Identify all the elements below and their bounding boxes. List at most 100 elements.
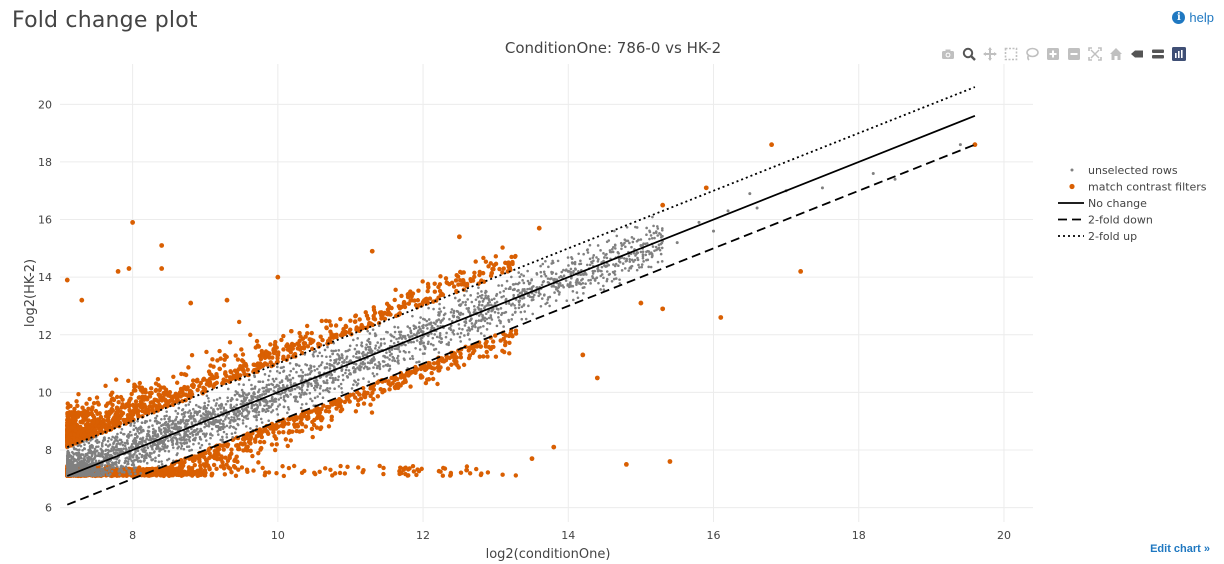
match-point	[445, 355, 450, 360]
unselected-point	[630, 245, 633, 249]
match-point	[510, 259, 515, 265]
unselected-point	[579, 259, 582, 263]
unselected-point	[189, 411, 193, 415]
unselected-point	[236, 417, 240, 421]
autoscale-icon[interactable]	[1087, 46, 1103, 62]
unselected-point	[654, 230, 658, 233]
match-point	[81, 427, 86, 432]
match-point	[245, 469, 250, 474]
match-point	[501, 266, 506, 271]
zoom-icon[interactable]	[961, 46, 977, 62]
unselected-point	[340, 391, 344, 394]
unselected-point	[110, 438, 113, 441]
unselected-point	[412, 327, 416, 331]
unselected-point	[279, 366, 283, 370]
unselected-point	[558, 281, 562, 285]
match-point	[505, 269, 510, 274]
unselected-point	[527, 304, 530, 308]
match-point	[149, 407, 155, 413]
match-point	[468, 277, 473, 282]
match-point	[456, 365, 461, 370]
unselected-point	[160, 417, 163, 421]
match-point	[69, 425, 75, 431]
match-point	[395, 385, 401, 391]
unselected-point	[580, 278, 583, 282]
unselected-point	[170, 430, 174, 434]
unselected-point	[497, 284, 500, 287]
unselected-point	[485, 317, 489, 321]
spike-lines-icon[interactable]	[1129, 46, 1145, 62]
unselected-point	[242, 392, 245, 396]
unselected-point	[110, 447, 113, 451]
unselected-point	[205, 406, 209, 410]
unselected-point	[316, 367, 319, 371]
box-select-icon[interactable]	[1003, 46, 1019, 62]
camera-icon[interactable]	[940, 46, 956, 62]
match-point	[174, 466, 179, 472]
match-point	[375, 394, 381, 399]
match-point	[239, 347, 244, 352]
match-point	[183, 372, 189, 378]
match-point	[103, 383, 108, 389]
unselected-point	[477, 314, 481, 317]
pan-icon[interactable]	[982, 46, 998, 62]
match-point	[120, 402, 125, 407]
unselected-point	[482, 324, 485, 328]
unselected-point	[209, 436, 212, 440]
match-point	[431, 361, 437, 366]
plotly-logo-icon[interactable]	[1171, 46, 1187, 62]
unselected-point	[636, 258, 640, 262]
match-point	[440, 473, 446, 478]
unselected-point	[574, 268, 577, 271]
unselected-point	[647, 265, 651, 269]
compare-hover-icon[interactable]	[1150, 46, 1166, 62]
unselected-point	[274, 377, 278, 381]
match-point	[118, 394, 124, 400]
match-point	[209, 471, 215, 476]
unselected-point	[169, 419, 172, 423]
match-point	[461, 270, 466, 275]
unselected-point	[336, 378, 340, 382]
match-point	[513, 473, 519, 478]
unselected-point	[205, 394, 209, 398]
unselected-point	[493, 310, 497, 314]
help-link[interactable]: i help	[1172, 10, 1214, 25]
match-point	[440, 292, 446, 297]
unselected-point	[470, 327, 474, 331]
lasso-select-icon[interactable]	[1024, 46, 1040, 62]
unselected-point	[480, 318, 483, 322]
unselected-point	[247, 378, 251, 382]
match-point	[236, 319, 242, 325]
zoom-in-icon[interactable]	[1045, 46, 1061, 62]
match-point	[361, 325, 366, 330]
match-point	[357, 392, 362, 397]
match-point	[438, 274, 443, 279]
unselected-point	[379, 344, 383, 347]
reset-axes-icon[interactable]	[1108, 46, 1124, 62]
match-point	[261, 439, 267, 445]
match-point	[367, 321, 372, 327]
match-point	[214, 371, 219, 377]
zoom-out-icon[interactable]	[1066, 46, 1082, 62]
unselected-point	[438, 302, 441, 306]
match-point	[169, 471, 175, 476]
match-point	[190, 378, 196, 383]
match-point	[486, 344, 492, 350]
unselected-point	[321, 396, 325, 400]
unselected-point	[158, 449, 161, 453]
match-point	[114, 394, 120, 400]
unselected-point	[185, 441, 188, 445]
match-point	[441, 359, 447, 364]
unselected-point	[442, 306, 446, 310]
match-point	[443, 276, 449, 281]
match-point	[251, 468, 256, 473]
match-point	[310, 419, 315, 425]
match-point	[268, 342, 273, 347]
match-point	[415, 298, 421, 303]
unselected-point	[293, 387, 297, 391]
match-point	[473, 259, 478, 264]
match-point	[458, 470, 464, 475]
match-point	[276, 430, 282, 435]
help-label: help	[1189, 10, 1214, 25]
